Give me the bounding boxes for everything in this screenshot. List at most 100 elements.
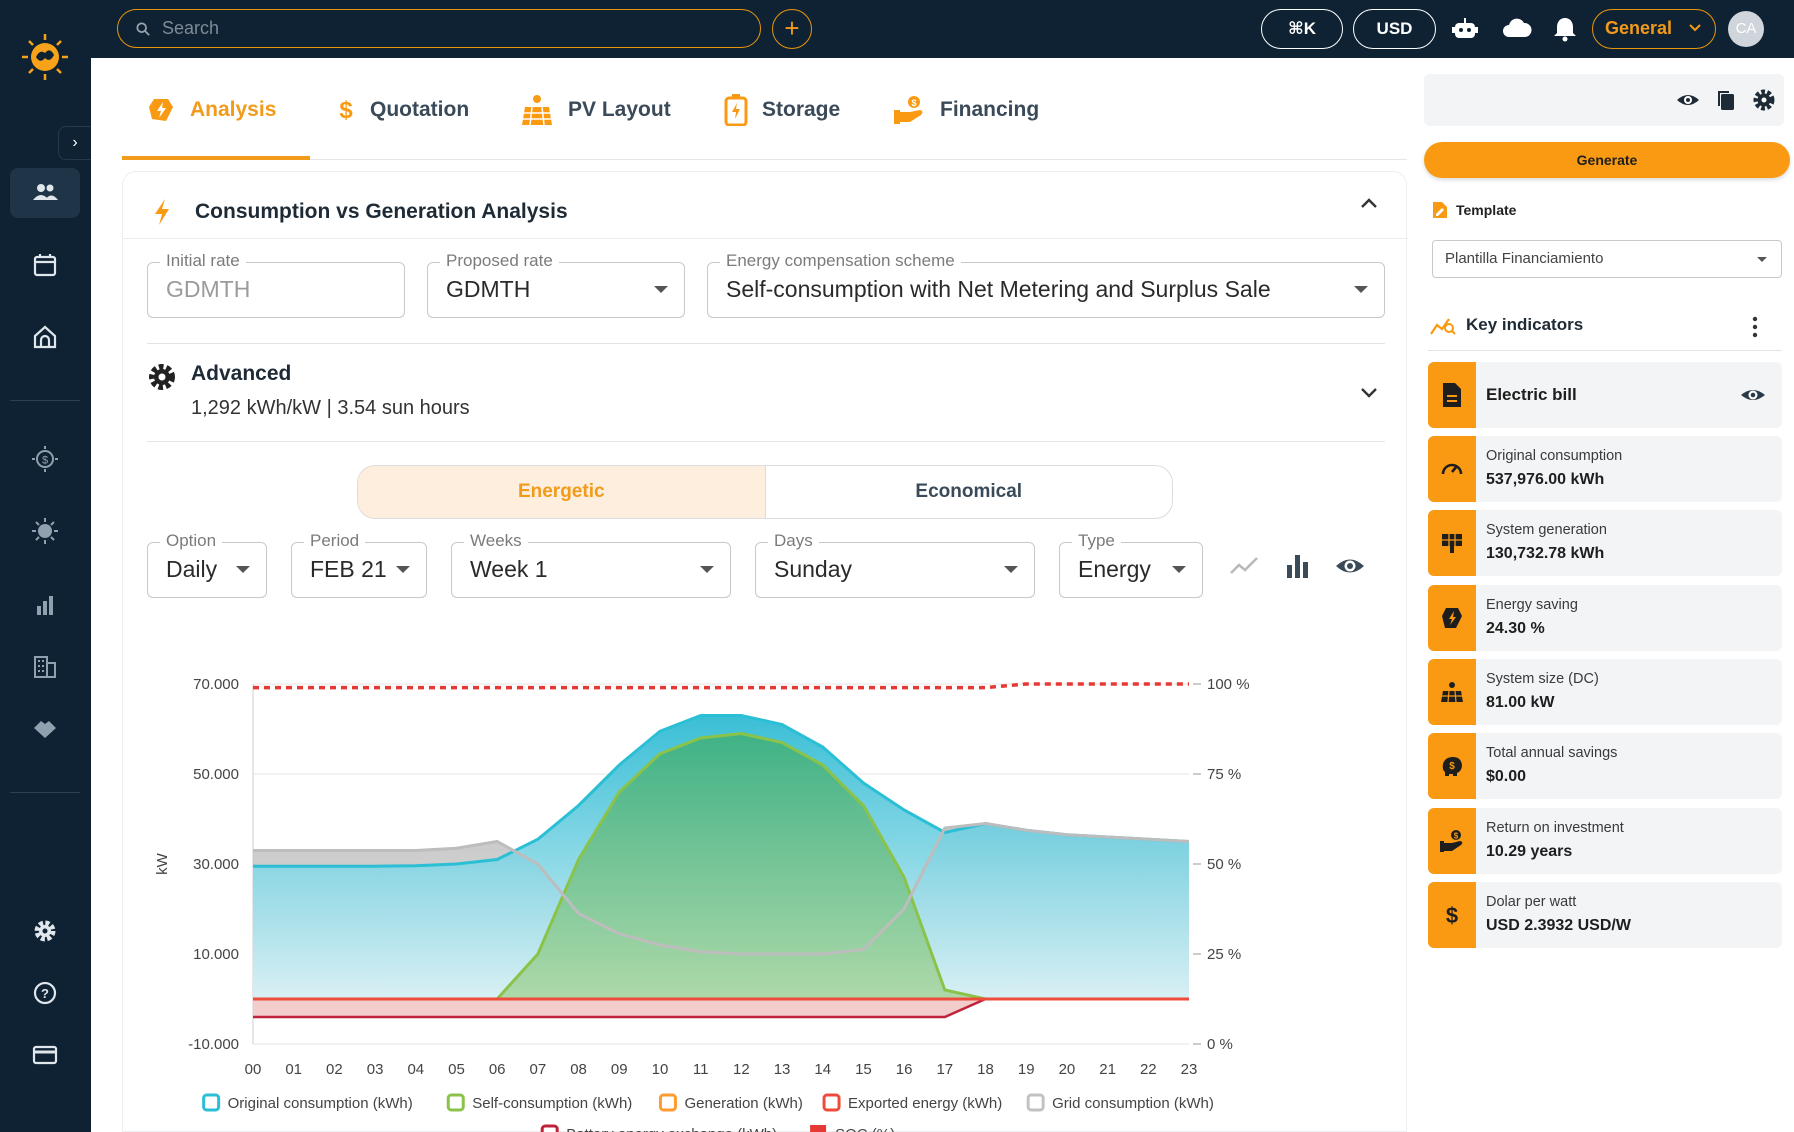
legend-label: Self-consumption (kWh) [472,1095,632,1112]
initial-rate-field[interactable]: Initial rate GDMTH [147,251,405,318]
sidebar-expand-button[interactable]: › [58,126,91,160]
sun-icon[interactable] [30,516,60,546]
caret-down-icon [700,566,714,573]
electric-bill-card[interactable]: Electric bill [1428,362,1782,428]
y2-tick-label: 75 % [1207,766,1241,783]
eye-icon[interactable] [1740,384,1766,406]
command-shortcut-button[interactable]: ⌘K [1261,9,1343,49]
line-chart-icon[interactable] [1227,549,1261,583]
bell-icon[interactable] [1550,14,1580,44]
period-select[interactable]: Period FEB 21 [291,531,427,598]
sidebar: › $ ? [0,34,91,1132]
template-select[interactable]: Plantilla Financiamiento [1432,240,1782,278]
battery-exchange-area [253,999,1189,1017]
calendar-icon[interactable] [30,250,60,280]
chevron-up-icon[interactable] [1357,192,1381,216]
field-value: Daily [166,556,218,582]
legend-swatch [810,1125,827,1132]
caret-down-icon [654,286,668,293]
x-tick-label: 20 [1059,1061,1076,1078]
x-tick-label: 05 [448,1061,465,1078]
field-label: Proposed rate [440,251,559,271]
bar-chart-icon[interactable] [1281,549,1315,583]
template-label: Template [1432,201,1516,219]
y-tick-label: 50.000 [193,766,239,783]
kpi-card[interactable]: Original consumption 537,976.00 kWh [1428,436,1782,502]
workspace-label: General [1605,18,1673,38]
kpi-label: Total annual savings [1486,745,1618,762]
avatar[interactable]: CA [1728,11,1764,47]
kpi-card[interactable]: System generation 130,732.78 kWh [1428,510,1782,577]
credit-card-icon[interactable] [30,1040,60,1070]
tab-pv-layout[interactable]: PV Layout [520,90,671,130]
gear-icon [149,364,175,390]
x-tick-label: 03 [367,1061,384,1078]
kpi-value: 81.00 kW [1486,693,1555,711]
days-select[interactable]: Days Sunday [755,531,1035,598]
compensation-scheme-select[interactable]: Energy compensation scheme Self-consumpt… [707,251,1385,318]
legend-swatch [822,1093,841,1112]
search-input[interactable]: Search [117,9,761,48]
caret-down-icon [1004,566,1018,573]
svg-text:?: ? [41,986,49,1001]
field-label: Energy compensation scheme [720,251,961,271]
building-icon[interactable] [30,652,60,682]
lightning-icon [155,199,169,225]
economical-toggle[interactable]: Economical [915,481,1023,502]
workspace-select[interactable]: General [1592,9,1716,49]
eye-icon[interactable] [1676,88,1700,112]
users-icon[interactable] [30,178,60,208]
kpi-card[interactable]: Energy saving 24.30 % [1428,584,1782,651]
generate-button[interactable]: Generate [1424,142,1790,178]
x-tick-label: 23 [1181,1061,1198,1078]
gear-icon[interactable] [1752,88,1776,112]
tab-analysis[interactable]: Analysis [146,90,276,130]
cloud-icon[interactable] [1500,14,1534,44]
y2-tick-label: 50 % [1207,856,1241,873]
type-select[interactable]: Type Energy [1059,531,1203,598]
bar-chart-icon[interactable] [30,590,60,620]
analysis-icon [149,99,173,121]
energetic-toggle[interactable]: Energetic [358,466,766,518]
tab-quotation[interactable]: $ Quotation [336,90,469,130]
chevron-down-icon[interactable] [1357,380,1381,404]
kpi-card[interactable]: System size (DC) 81.00 kW [1428,658,1782,725]
option-select[interactable]: Option Daily [147,531,267,598]
legend-label: Original consumption (kWh) [228,1095,413,1112]
sidebar-divider [10,792,80,793]
header-divider [123,238,1408,239]
field-label: Option [160,531,223,551]
kpi-card[interactable]: $ Total annual savings $0.00 [1428,733,1782,800]
proposed-rate-select[interactable]: Proposed rate GDMTH [427,251,685,318]
add-button[interactable]: + [772,9,812,49]
y2-tick-label: 0 % [1207,1036,1233,1053]
copy-icon[interactable] [1714,88,1738,112]
eye-icon[interactable] [1333,549,1367,583]
home-icon[interactable] [30,322,60,352]
field-value: GDMTH [166,276,251,302]
x-tick-label: 14 [814,1061,831,1078]
kpi-icon-cell: $ [1428,807,1476,874]
weeks-select[interactable]: Weeks Week 1 [451,531,731,598]
handshake-icon[interactable] [30,714,60,744]
kpi-value: 537,976.00 kWh [1486,471,1605,488]
x-tick-label: 02 [326,1061,343,1078]
kpi-label: Return on investment [1486,819,1624,836]
svg-text:$: $ [1449,761,1455,772]
tab-financing[interactable]: $ Financing [892,90,1039,130]
section-header[interactable]: Consumption vs Generation Analysis [153,192,568,232]
gauge-icon [1441,463,1463,475]
kpi-card[interactable]: $ Return on investment 10.29 years [1428,807,1782,874]
solar-dollar-icon[interactable]: $ [30,444,60,474]
currency-button[interactable]: USD [1353,9,1436,49]
side-panel-toolbar [1424,74,1784,126]
tab-storage[interactable]: Storage [724,90,840,130]
gear-icon[interactable] [30,916,60,946]
robot-icon[interactable] [1450,14,1480,44]
kpi-card[interactable]: $ Dolar per watt USD 2.3932 USD/W [1428,881,1782,948]
field-label: Type [1072,531,1121,551]
help-icon[interactable]: ? [30,978,60,1008]
active-tab-indicator [122,156,310,160]
more-vertical-icon[interactable] [1752,316,1758,338]
